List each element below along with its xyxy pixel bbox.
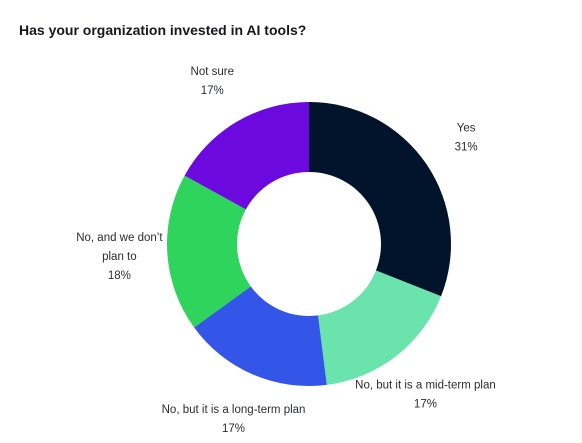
slice-label-not-sure: Not sure 17% (191, 66, 234, 97)
slice-label-no-but-it-is-a-mid-term-plan: No, but it is a mid-term plan 17% (355, 380, 496, 411)
chart-title: Has your organization invested in AI too… (19, 22, 307, 38)
slice-no-and-we-don-t-plan-to (167, 175, 251, 328)
slice-yes (309, 102, 451, 297)
slice-category-label: Not sure (191, 66, 234, 78)
slice-label-no-but-it-is-a-long-term-plan: No, but it is a long-term plan 17% (162, 404, 306, 435)
slice-category-label: No, and we don’t (76, 232, 163, 244)
slice-category-label: Yes (457, 123, 476, 135)
slice-value-label: 17% (414, 399, 437, 411)
donut-slices (167, 102, 451, 386)
slice-category-label: No, but it is a mid-term plan (355, 380, 496, 392)
slice-category-label: plan to (102, 251, 137, 263)
slice-category-label: No, but it is a long-term plan (162, 404, 306, 416)
slice-value-label: 18% (108, 270, 131, 282)
slice-value-label: 31% (455, 142, 478, 154)
slice-value-label: 17% (201, 85, 224, 97)
slice-label-yes: Yes 31% (455, 123, 478, 154)
slice-value-label: 17% (222, 423, 245, 435)
slice-not-sure (184, 102, 309, 210)
slice-no-but-it-is-a-long-term-plan (194, 286, 327, 386)
slice-no-but-it-is-a-mid-term-plan (318, 270, 442, 385)
slice-labels: Yes 31%No, but it is a mid-term plan 17%No… (76, 66, 496, 435)
slice-label-no-and-we-don-t-plan-to: No, and we don’t plan to 18% (76, 232, 163, 282)
